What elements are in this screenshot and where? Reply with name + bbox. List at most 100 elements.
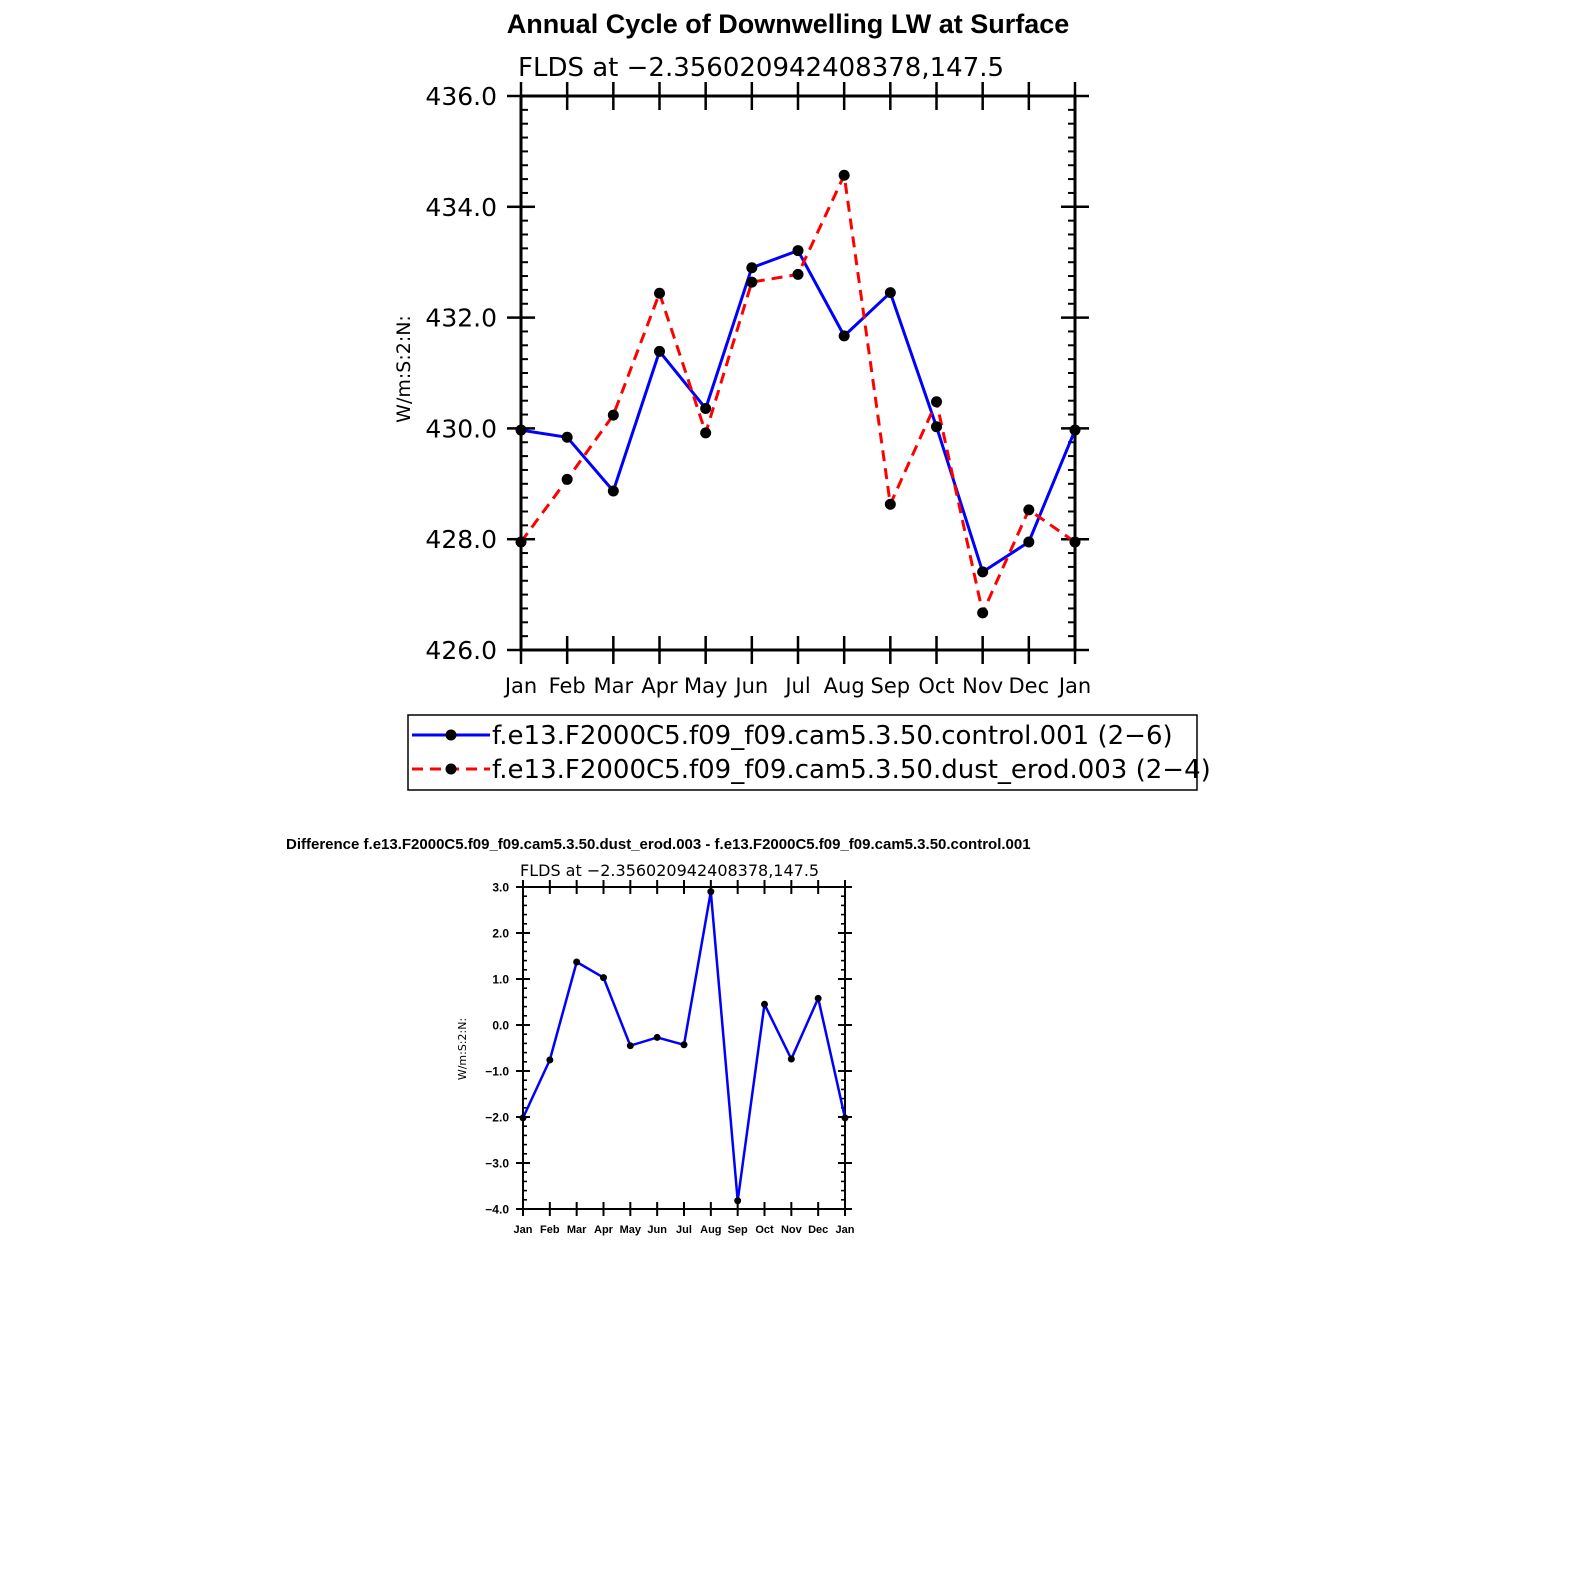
series-1-point — [884, 498, 896, 510]
difference-chart: Difference f.e13.F2000C5.f09_f09.cam5.3.… — [286, 836, 1031, 1236]
difference-axis-ticks — [516, 880, 852, 1216]
x-tick-label: Dec — [808, 1224, 828, 1236]
y-tick-label: 430.0 — [425, 414, 497, 443]
x-tick-label: Oct — [918, 674, 954, 698]
series-0-point — [841, 1114, 849, 1122]
series-0-point — [654, 345, 665, 357]
legend-label-dust: f.e13.F2000C5.f09_f09.cam5.3.50.dust_ero… — [492, 755, 1211, 785]
x-tick-label: Nov — [781, 1224, 803, 1236]
series-0-point — [700, 402, 712, 414]
x-tick-label: Mar — [567, 1224, 587, 1236]
y-tick-label: 0.0 — [492, 1018, 509, 1032]
series-0-point — [707, 888, 715, 896]
y-tick-labels: 426.0 428.0 430.0 432.0 434.0 436.0 — [425, 82, 497, 665]
difference-series-group — [519, 888, 849, 1205]
difference-chart-title: Difference f.e13.F2000C5.f09_f09.cam5.3.… — [286, 836, 1031, 853]
series-0-point — [626, 1042, 634, 1050]
y-tick-label: 434.0 — [425, 193, 497, 222]
series-0-point — [1069, 424, 1081, 436]
legend-marker-control — [445, 729, 457, 741]
x-tick-label: Oct — [755, 1224, 774, 1236]
series-0-point — [600, 974, 607, 982]
y-tick-label: −3.0 — [485, 1156, 509, 1170]
x-tick-label: Apr — [594, 1224, 614, 1236]
x-tick-label: Mar — [594, 674, 634, 698]
series-0-point — [787, 1055, 795, 1063]
y-tick-label: 3.0 — [492, 880, 509, 894]
y-tick-label: −1.0 — [485, 1064, 509, 1078]
series-0-point — [931, 421, 942, 433]
legend: f.e13.F2000C5.f09_f09.cam5.3.50.control.… — [412, 721, 1211, 785]
series-0-point — [792, 245, 804, 257]
x-tick-label: Jan — [1057, 674, 1091, 698]
x-tick-label: Feb — [540, 1224, 560, 1236]
series-0-point — [515, 424, 527, 436]
series-0-point — [546, 1056, 554, 1064]
series-1-point — [1069, 536, 1081, 548]
y-tick-label: −4.0 — [485, 1202, 509, 1216]
series-0-point — [977, 566, 989, 578]
x-tick-label: May — [684, 674, 727, 698]
series-0-point — [653, 1033, 661, 1041]
x-tick-label: Jul — [783, 674, 810, 698]
x-tick-label: Sep — [728, 1224, 748, 1236]
series-0-point — [734, 1197, 742, 1205]
difference-chart-subtitle: FLDS at −2.356020942408378,147.5 — [520, 861, 819, 880]
y-tick-label: 1.0 — [492, 972, 509, 986]
chart-title: Annual Cycle of Downwelling LW at Surfac… — [507, 9, 1070, 39]
x-tick-labels: Jan Feb Mar Apr May Jun Jul Aug Sep Oct Nov Dec Jan — [503, 674, 1091, 698]
legend-label-control: f.e13.F2000C5.f09_f09.cam5.3.50.control.… — [492, 721, 1173, 751]
series-1-point — [700, 427, 712, 439]
series-0-point — [561, 431, 573, 443]
x-tick-label: Jul — [676, 1224, 692, 1236]
series-1-point — [838, 169, 850, 181]
series-group — [515, 169, 1081, 619]
y-tick-label: 436.0 — [425, 82, 497, 111]
x-tick-label: May — [620, 1224, 642, 1236]
series-1-point — [654, 287, 665, 299]
y-tick-label: 426.0 — [425, 636, 497, 665]
series-1-point — [515, 536, 527, 548]
x-tick-label: Aug — [700, 1224, 721, 1236]
series-0-point — [746, 262, 758, 274]
series-1-point — [977, 607, 989, 619]
legend-marker-dust — [445, 763, 457, 775]
x-tick-label: Dec — [1009, 674, 1050, 698]
series-0-point — [814, 994, 822, 1002]
y-tick-label: 2.0 — [492, 926, 509, 940]
x-tick-label: Jan — [836, 1224, 855, 1236]
series-0-point — [761, 1000, 768, 1008]
series-1-point — [746, 276, 758, 288]
y-tick-label: −2.0 — [485, 1110, 509, 1124]
series-1-point — [561, 473, 573, 485]
series-1-point — [931, 396, 942, 408]
y-tick-label: 428.0 — [425, 525, 497, 554]
series-0-point — [573, 958, 581, 966]
series-0-point — [607, 485, 619, 497]
series-0-point — [519, 1114, 527, 1122]
difference-x-tick-labels: Jan Feb Mar Apr May Jun Jul Aug Sep Oct Nov Dec Jan — [514, 1224, 855, 1236]
x-tick-label: Feb — [549, 674, 586, 698]
x-tick-label: Aug — [824, 674, 865, 698]
series-1-point — [607, 409, 619, 421]
series-0-point — [838, 330, 850, 342]
series-0-point — [680, 1041, 688, 1049]
x-tick-label: Jun — [647, 1224, 667, 1236]
x-tick-label: Nov — [962, 674, 1003, 698]
x-tick-label: Jun — [733, 674, 768, 698]
chart-subtitle: FLDS at −2.356020942408378,147.5 — [518, 53, 1004, 83]
difference-y-axis-label: W/m:S:2:N: — [456, 1018, 469, 1080]
x-tick-label: Jan — [514, 1224, 533, 1236]
x-tick-label: Jan — [503, 674, 537, 698]
main-chart: Annual Cycle of Downwelling LW at Surfac… — [393, 9, 1211, 791]
legend-box — [407, 714, 1198, 791]
difference-y-tick-labels: −4.0 −3.0 −2.0 −1.0 0.0 1.0 2.0 3.0 — [485, 880, 509, 1216]
y-tick-label: 432.0 — [425, 304, 497, 333]
series-0-point — [1023, 536, 1035, 548]
y-axis-label: W/m:S:2:N: — [393, 315, 415, 423]
series-1-point — [1023, 504, 1035, 516]
x-tick-label: Apr — [641, 674, 678, 698]
series-1-point — [792, 268, 804, 280]
